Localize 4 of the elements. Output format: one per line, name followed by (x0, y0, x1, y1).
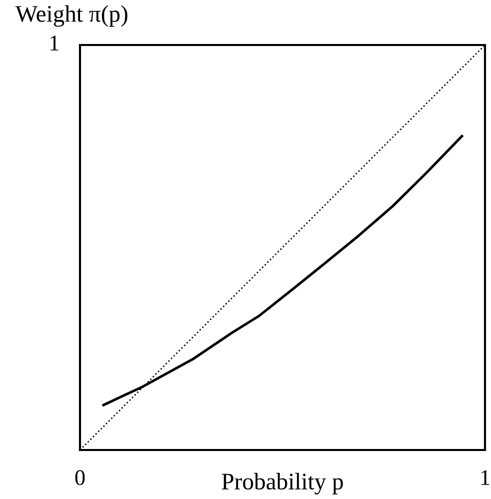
text: 1 (50, 36, 58, 50)
x-tick-label: 0 (75, 470, 85, 486)
y-axis-title: Weight π(p) (15, 5, 128, 27)
x-axis-title: Probability p (222, 472, 343, 494)
